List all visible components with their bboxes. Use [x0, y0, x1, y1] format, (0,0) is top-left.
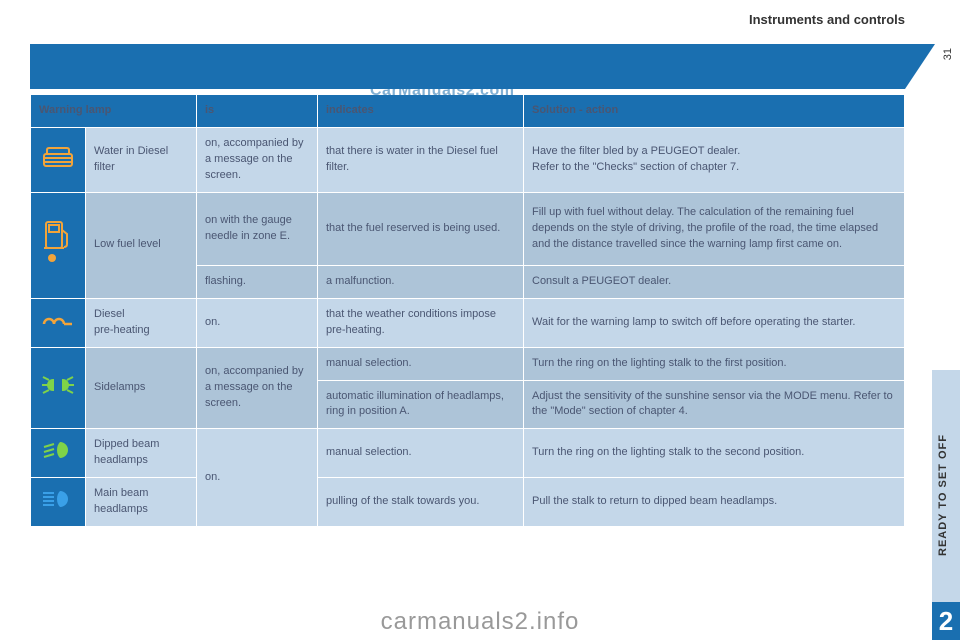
cell-solution: Fill up with fuel without delay. The cal… [524, 193, 904, 265]
table-row: Water in Diesel filter on, accompanied b… [31, 128, 904, 192]
cell-solution: Have the filter bled by a PEUGEOT dealer… [524, 128, 904, 192]
cell-solution: Pull the stalk to return to dipped beam … [524, 478, 904, 526]
cell-lamp: Sidelamps [86, 348, 196, 429]
cell-indicates: that there is water in the Diesel fuel f… [318, 128, 523, 192]
watermark-bottom: carmanuals2.info [0, 608, 960, 636]
cell-solution: Turn the ring on the lighting stalk to t… [524, 429, 904, 477]
col-warning-lamp: Warning lamp [31, 95, 196, 127]
cell-is: on, accompanied by a message on the scre… [197, 128, 317, 192]
page-number: 31 [942, 48, 954, 60]
table-row: Main beam headlamps pulling of the stalk… [31, 478, 904, 526]
cell-lamp: Dipped beam headlamps [86, 429, 196, 477]
fuel-icon-cell [31, 193, 85, 298]
cell-indicates: a malfunction. [318, 266, 523, 298]
page: 31 Instruments and controls CarManuals2.… [0, 0, 960, 640]
cell-solution: Turn the ring on the lighting stalk to t… [524, 348, 904, 380]
cell-indicates: manual selection. [318, 429, 523, 477]
dipped-beam-icon-cell [31, 429, 85, 477]
preheat-coil-icon [40, 310, 76, 336]
table-row: Dipped beam headlamps on. manual selecti… [31, 429, 904, 477]
cell-indicates: manual selection. [318, 348, 523, 380]
preheat-icon-cell [31, 299, 85, 347]
table-row: Sidelamps on, accompanied by a message o… [31, 348, 904, 380]
cell-indicates: pulling of the stalk towards you. [318, 478, 523, 526]
water-filter-icon-cell [31, 128, 85, 192]
section-title: Instruments and controls [749, 12, 905, 27]
main-beam-icon [40, 488, 76, 516]
cell-solution: Adjust the sensitivity of the sunshine s… [524, 381, 904, 429]
cell-is: on. [197, 299, 317, 347]
cell-lamp: Diesel pre-heating [86, 299, 196, 347]
cell-is: on. [197, 429, 317, 526]
dipped-beam-icon [40, 439, 76, 467]
cell-lamp: Water in Diesel filter [86, 128, 196, 192]
table-header-row: Warning lamp is indicates Solution - act… [31, 95, 904, 127]
main-beam-icon-cell [31, 478, 85, 526]
cell-lamp: Main beam headlamps [86, 478, 196, 526]
table-row: Diesel pre-heating on. that the weather … [31, 299, 904, 347]
fuel-pump-icon [42, 220, 74, 270]
cell-is: flashing. [197, 266, 317, 298]
table-row: Low fuel level on with the gauge needle … [31, 193, 904, 265]
side-label: READY TO SET OFF [937, 415, 955, 575]
content-area: Instruments and controls CarManuals2.com… [30, 0, 905, 640]
cell-is: on with the gauge needle in zone E. [197, 193, 317, 265]
sidelamps-icon [39, 374, 77, 402]
cell-solution: Consult a PEUGEOT dealer. [524, 266, 904, 298]
col-indicates: indicates [318, 95, 523, 127]
cell-is: on, accompanied by a message on the scre… [197, 348, 317, 429]
col-solution: Solution - action [524, 95, 904, 127]
cell-indicates: that the fuel reserved is being used. [318, 193, 523, 265]
cell-lamp: Low fuel level [86, 193, 196, 298]
cell-solution: Wait for the warning lamp to switch off … [524, 299, 904, 347]
cell-indicates: that the weather conditions impose pre-h… [318, 299, 523, 347]
warning-lamp-table: Warning lamp is indicates Solution - act… [30, 94, 905, 527]
water-filter-icon [41, 144, 75, 176]
cell-indicates: automatic illumination of headlamps, rin… [318, 381, 523, 429]
col-is: is [197, 95, 317, 127]
sidelamps-icon-cell [31, 348, 85, 429]
